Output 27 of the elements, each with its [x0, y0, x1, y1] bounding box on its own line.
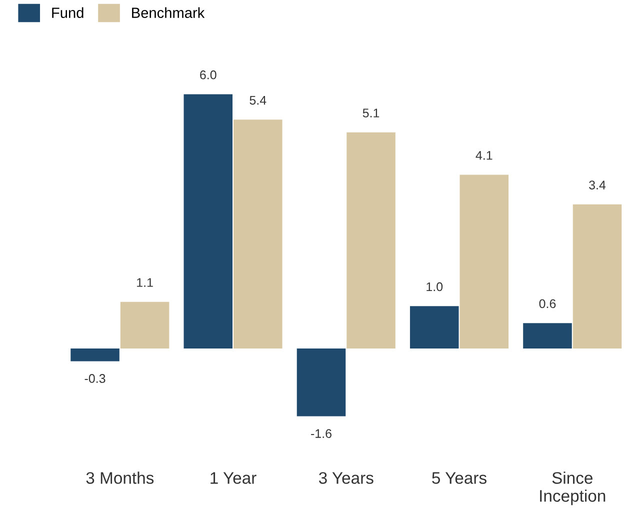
data-label: -0.3: [84, 374, 106, 383]
bar: [70, 348, 120, 362]
data-label: 0.6: [539, 299, 556, 308]
x-tick-label: 3 Months: [86, 472, 154, 484]
bar: [572, 204, 622, 349]
data-label: 1.1: [137, 278, 153, 287]
legend-label: Fund: [52, 7, 84, 18]
data-label: 6.0: [200, 70, 216, 80]
data-label: 3.4: [589, 180, 606, 190]
bar: [346, 132, 396, 349]
bar: [523, 323, 572, 349]
x-tick-label: 5 Years: [432, 472, 486, 484]
data-label: 5.1: [362, 108, 380, 118]
data-label: -1.6: [311, 429, 332, 438]
bar: [410, 306, 459, 349]
legend-label: Benchmark: [132, 7, 205, 18]
x-tick-label: Since Inception: [540, 472, 606, 506]
bar: [234, 120, 282, 349]
data-label: 5.4: [250, 96, 266, 105]
data-label: 1.0: [426, 282, 443, 292]
bar: [120, 302, 170, 349]
data-label: 4.1: [476, 151, 492, 160]
x-tick-label: 3 Years: [318, 472, 374, 484]
bar: [184, 94, 233, 349]
bar: [460, 174, 509, 349]
bar: [296, 348, 346, 416]
x-tick-label: 1 Year: [210, 472, 256, 484]
